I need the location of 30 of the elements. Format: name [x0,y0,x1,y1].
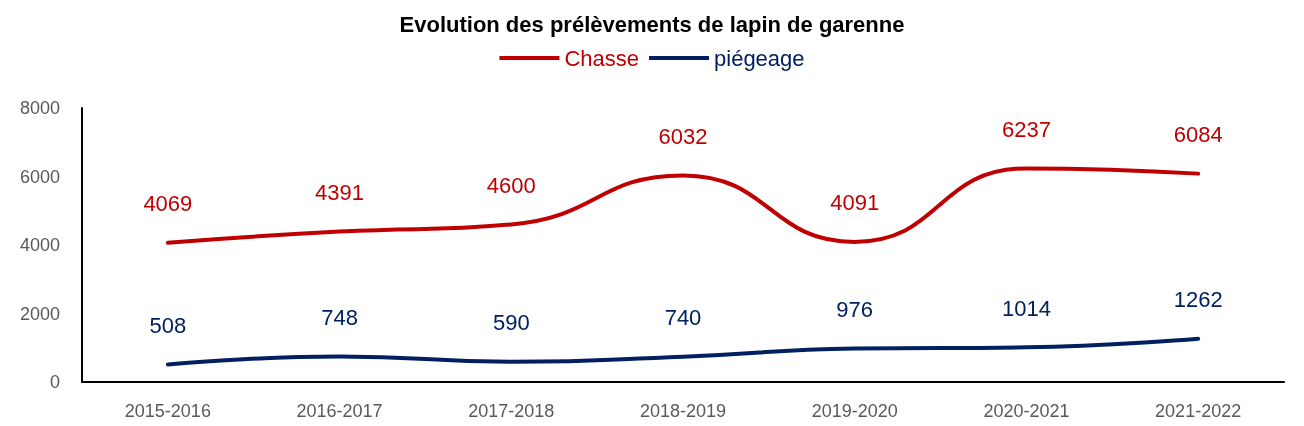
data-label: 1262 [1173,287,1223,313]
data-label: 6084 [1173,122,1223,148]
data-label: 4091 [830,190,880,216]
legend-label: piégeage [714,45,805,71]
data-label: 6237 [1001,116,1051,142]
data-label: 508 [149,313,187,339]
chart-title: Evolution des prélèvements de lapin de garenne [399,11,905,37]
x-tick-label: 2021-2022 [1155,401,1242,421]
x-tick-label: 2016-2017 [296,401,383,421]
data-label: 748 [321,304,358,330]
data-label: 4069 [143,191,193,217]
y-tick-label: 0 [49,372,60,392]
line-series [165,336,1201,367]
x-tick-label: 2015-2016 [124,401,211,421]
data-label: 4391 [315,180,365,206]
legend-label: Chasse [564,45,640,71]
y-tick-label: 2000 [19,303,60,324]
x-tick-label: 2017-2018 [468,401,555,421]
data-label: 6032 [658,123,708,149]
data-label: 976 [836,297,874,323]
data-label: 1014 [1001,295,1051,321]
y-tick-label: 8000 [19,98,60,118]
y-tick-label: 6000 [19,166,60,187]
data-label: 740 [664,305,702,331]
data-label: 590 [492,310,530,336]
x-tick-label: 2020-2021 [983,401,1070,421]
x-tick-label: 2019-2020 [811,401,898,421]
data-label: 4600 [486,172,536,198]
y-tick-label: 4000 [19,235,60,255]
x-tick-label: 2018-2019 [639,401,727,421]
